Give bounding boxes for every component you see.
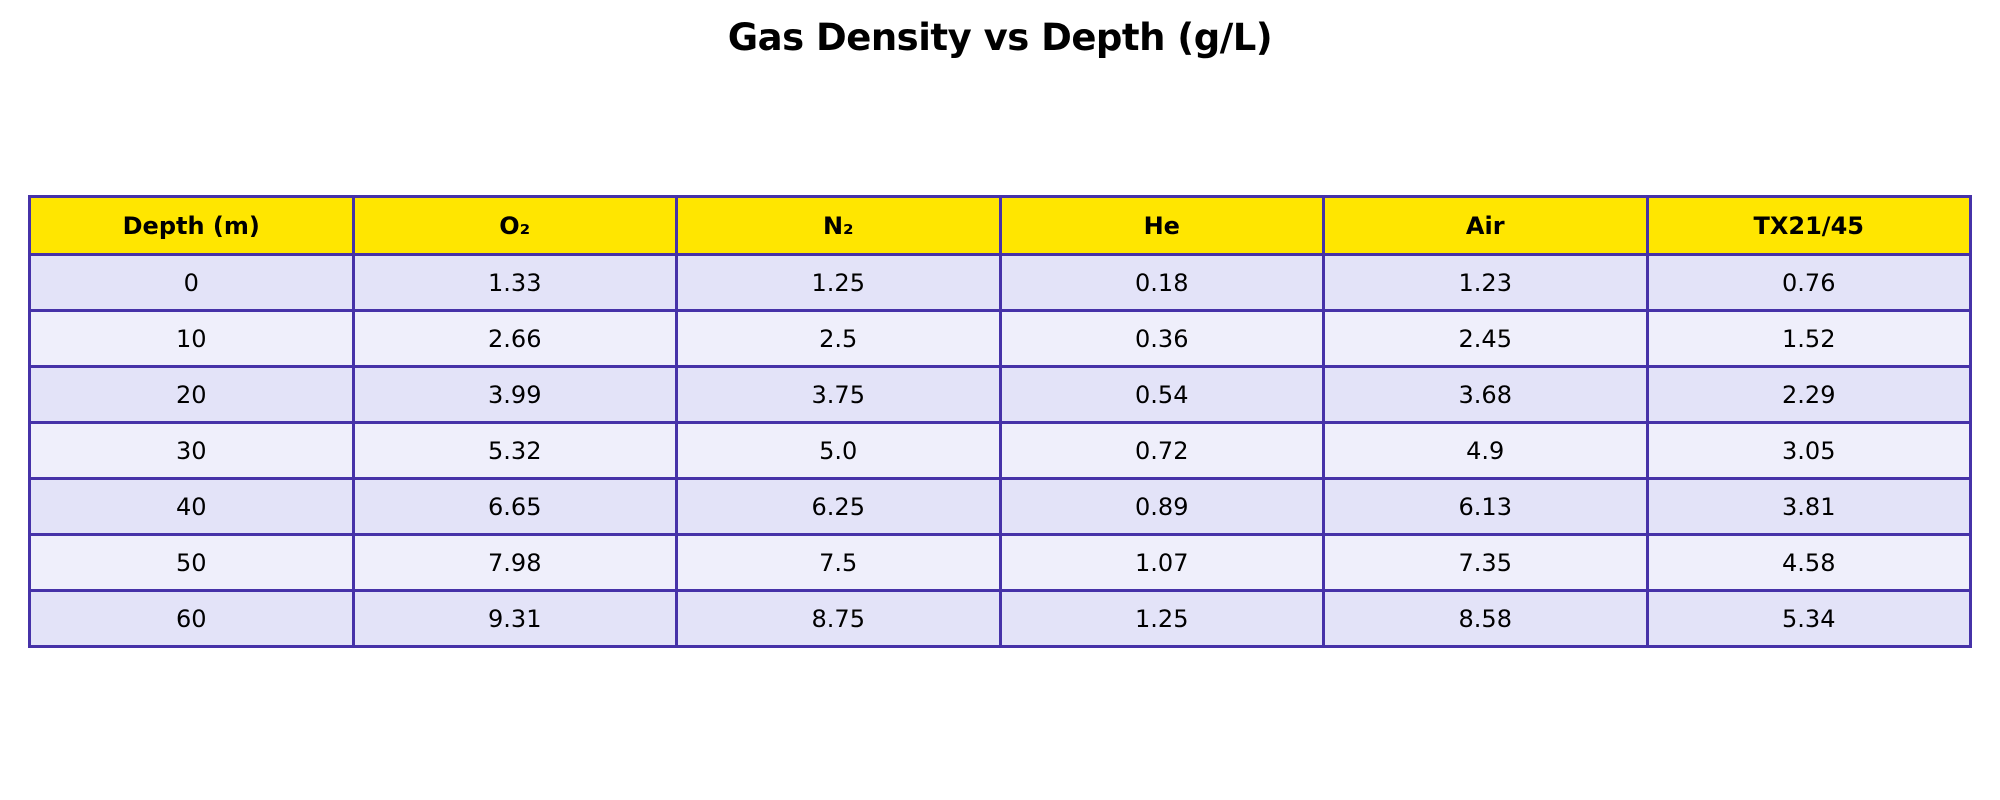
- table-row: 0 1.33 1.25 0.18 1.23 0.76: [28, 253, 1972, 312]
- column-header-1: O₂: [351, 195, 678, 256]
- value-cell: 2.66: [351, 309, 678, 368]
- value-cell: 5.32: [351, 421, 678, 480]
- table-row: 50 7.98 7.5 1.07 7.35 4.58: [28, 533, 1972, 592]
- value-cell: 0.89: [998, 477, 1325, 536]
- value-cell: 1.25: [998, 589, 1325, 648]
- depth-cell: 50: [28, 533, 355, 592]
- depth-cell: 60: [28, 589, 355, 648]
- value-cell: 1.52: [1645, 309, 1972, 368]
- value-cell: 0.76: [1645, 253, 1972, 312]
- value-cell: 9.31: [351, 589, 678, 648]
- value-cell: 3.05: [1645, 421, 1972, 480]
- page-title: Gas Density vs Depth (g/L): [727, 16, 1273, 59]
- value-cell: 6.25: [675, 477, 1002, 536]
- value-cell: 4.58: [1645, 533, 1972, 592]
- depth-cell: 40: [28, 477, 355, 536]
- value-cell: 6.65: [351, 477, 678, 536]
- depth-cell: 30: [28, 421, 355, 480]
- gas-density-table: Depth (m) O₂ N₂ He Air TX21/45 0 1.33 1.25 0.18 1…: [28, 195, 1972, 648]
- value-cell: 3.99: [351, 365, 678, 424]
- value-cell: 2.29: [1645, 365, 1972, 424]
- value-cell: 4.9: [1322, 421, 1649, 480]
- header-row: Depth (m) O₂ N₂ He Air TX21/45: [28, 195, 1972, 256]
- column-header-3: He: [998, 195, 1325, 256]
- value-cell: 1.23: [1322, 253, 1649, 312]
- value-cell: 6.13: [1322, 477, 1649, 536]
- column-header-4: Air: [1322, 195, 1649, 256]
- value-cell: 0.72: [998, 421, 1325, 480]
- table-row: 30 5.32 5.0 0.72 4.9 3.05: [28, 421, 1972, 480]
- value-cell: 3.68: [1322, 365, 1649, 424]
- depth-cell: 10: [28, 309, 355, 368]
- value-cell: 1.07: [998, 533, 1325, 592]
- value-cell: 5.34: [1645, 589, 1972, 648]
- value-cell: 7.5: [675, 533, 1002, 592]
- column-header-5: TX21/45: [1645, 195, 1972, 256]
- table-row: 20 3.99 3.75 0.54 3.68 2.29: [28, 365, 1972, 424]
- value-cell: 0.36: [998, 309, 1325, 368]
- value-cell: 3.75: [675, 365, 1002, 424]
- table-body: 0 1.33 1.25 0.18 1.23 0.76 10 2.66 2.5 0.36 2.45 1.…: [28, 253, 1972, 648]
- table-header: Depth (m) O₂ N₂ He Air TX21/45: [28, 195, 1972, 256]
- value-cell: 7.98: [351, 533, 678, 592]
- table-row: 60 9.31 8.75 1.25 8.58 5.34: [28, 589, 1972, 648]
- depth-cell: 20: [28, 365, 355, 424]
- value-cell: 1.33: [351, 253, 678, 312]
- value-cell: 0.54: [998, 365, 1325, 424]
- value-cell: 8.58: [1322, 589, 1649, 648]
- value-cell: 7.35: [1322, 533, 1649, 592]
- value-cell: 1.25: [675, 253, 1002, 312]
- value-cell: 2.45: [1322, 309, 1649, 368]
- value-cell: 3.81: [1645, 477, 1972, 536]
- column-header-0: Depth (m): [28, 195, 355, 256]
- depth-cell: 0: [28, 253, 355, 312]
- column-header-2: N₂: [675, 195, 1002, 256]
- table-row: 10 2.66 2.5 0.36 2.45 1.52: [28, 309, 1972, 368]
- value-cell: 0.18: [998, 253, 1325, 312]
- value-cell: 5.0: [675, 421, 1002, 480]
- table-row: 40 6.65 6.25 0.89 6.13 3.81: [28, 477, 1972, 536]
- value-cell: 8.75: [675, 589, 1002, 648]
- value-cell: 2.5: [675, 309, 1002, 368]
